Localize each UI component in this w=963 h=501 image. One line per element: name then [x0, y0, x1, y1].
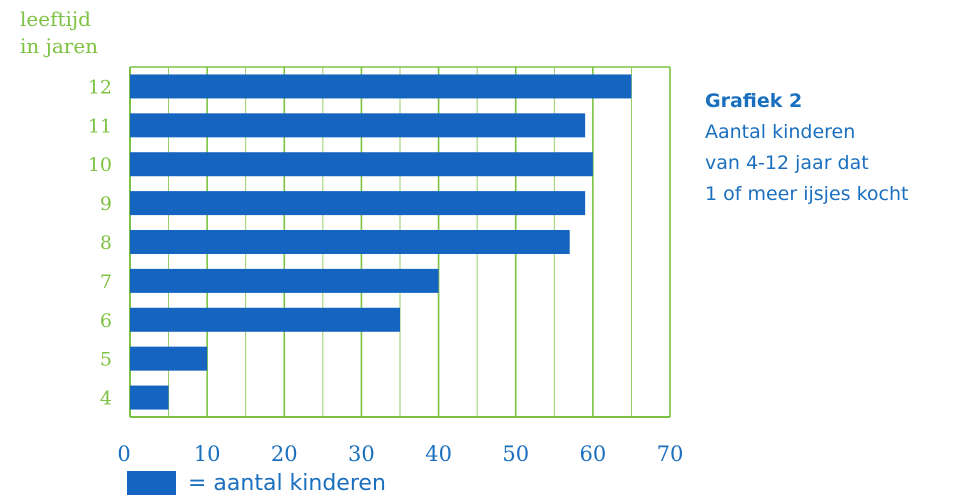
y-axis-label: leeftijd in jaren — [20, 6, 110, 60]
x-tick-label-70: 70 — [657, 442, 684, 466]
caption-line-3: 1 of meer ijsjes kocht — [705, 183, 909, 205]
category-label-10: 10 — [88, 154, 112, 176]
category-label-9: 9 — [100, 193, 112, 215]
bar-age-12 — [130, 74, 632, 99]
chart-bars — [130, 74, 632, 410]
x-tick-label-10: 10 — [194, 442, 221, 466]
category-labels: 12 11 10 9 8 7 6 5 4 — [88, 76, 112, 409]
category-label-12: 12 — [88, 76, 112, 98]
category-label-7: 7 — [100, 271, 112, 293]
bar-age-8 — [130, 230, 570, 254]
bar-age-10 — [130, 152, 593, 177]
legend-swatch — [127, 471, 176, 495]
bar-age-11 — [130, 113, 586, 138]
chart-caption: Grafiek 2 Aantal kinderen van 4-12 jaar … — [705, 86, 908, 210]
x-tick-label-40: 40 — [425, 442, 452, 466]
chart-legend: = aantal kinderen — [127, 470, 386, 496]
x-tick-label-20: 20 — [271, 442, 298, 466]
y-axis-label-line-2: in jaren — [20, 34, 99, 58]
legend-label: = aantal kinderen — [188, 470, 386, 496]
caption-line-1: Aantal kinderen — [705, 121, 856, 143]
category-label-8: 8 — [100, 232, 112, 254]
category-label-6: 6 — [100, 310, 112, 332]
caption-title: Grafiek 2 — [705, 90, 803, 112]
x-tick-labels: 0 10 20 30 40 50 60 70 — [117, 442, 683, 466]
caption-line-2: van 4-12 jaar dat — [705, 152, 869, 174]
bar-age-5 — [130, 346, 208, 371]
category-label-4: 4 — [100, 388, 112, 410]
category-label-11: 11 — [88, 115, 112, 137]
y-axis-label-line-1: leeftijd — [20, 7, 91, 31]
x-tick-label-30: 30 — [348, 442, 375, 466]
bar-age-6 — [130, 307, 400, 332]
bar-age-9 — [130, 191, 586, 216]
bar-age-7 — [130, 268, 439, 293]
x-tick-label-60: 60 — [579, 442, 606, 466]
x-tick-label-50: 50 — [502, 442, 529, 466]
category-label-5: 5 — [100, 349, 112, 371]
bar-age-4 — [130, 385, 169, 410]
x-tick-label-0: 0 — [117, 442, 130, 466]
